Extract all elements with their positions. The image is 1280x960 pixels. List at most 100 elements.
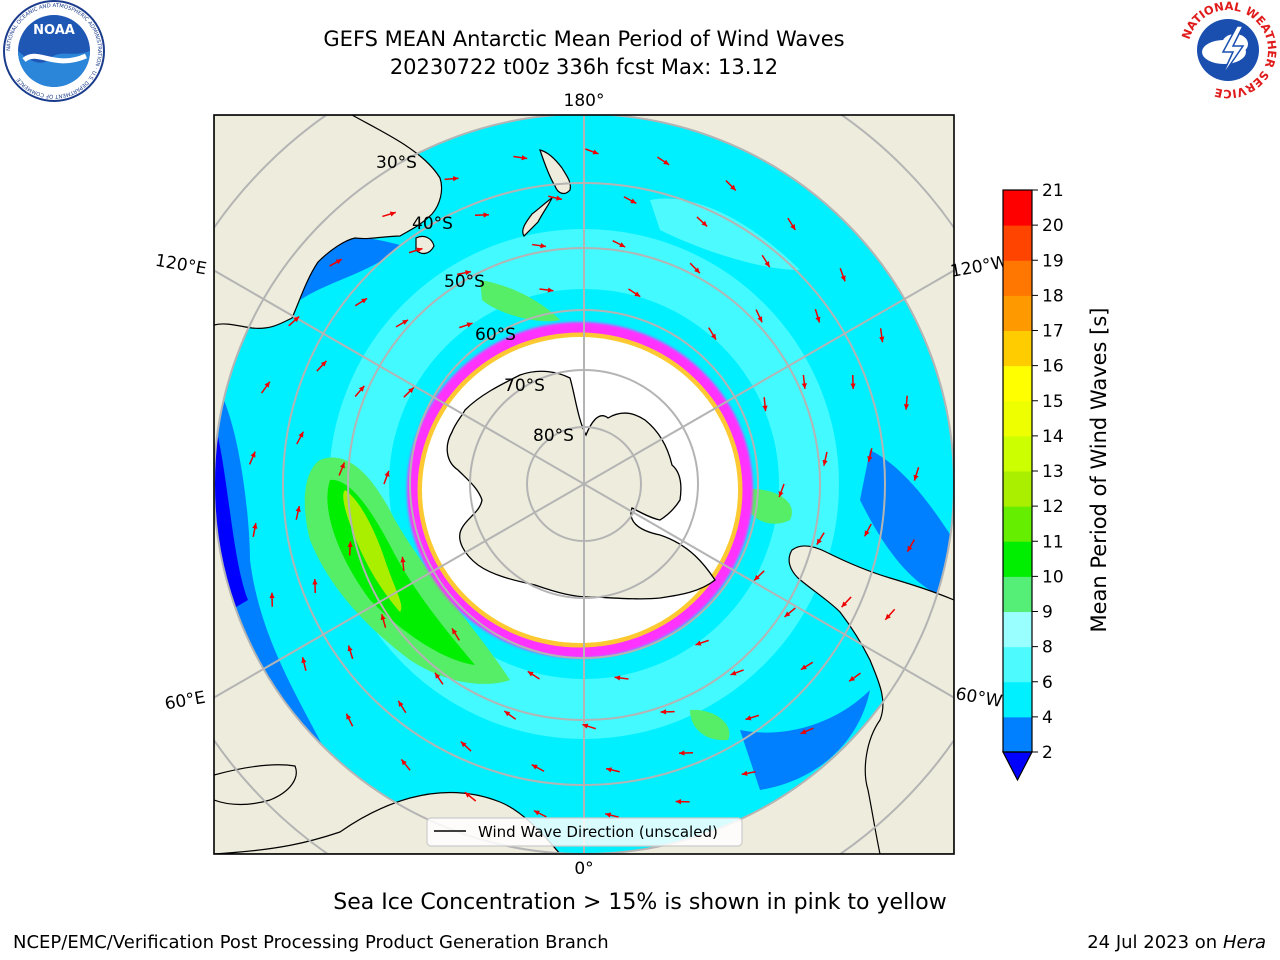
- colorbar-segment: [1003, 681, 1032, 718]
- wave-arrow-head: [850, 383, 856, 389]
- footer-machine: Hera: [1222, 932, 1266, 953]
- sea-ice-note: Sea Ice Concentration > 15% is shown in …: [333, 890, 947, 915]
- wave-arrow-head: [605, 812, 612, 818]
- colorbar-tick-label: 8: [1042, 638, 1053, 658]
- colorbar-tick-label: 20: [1042, 216, 1064, 236]
- wave-arrow-head: [527, 671, 534, 677]
- wave-arrow-head: [533, 810, 540, 816]
- wave-arrow-head: [460, 741, 467, 748]
- wave-arrow-head: [320, 360, 327, 367]
- wave-arrow-head: [754, 574, 760, 581]
- colorbar-tick-label: 19: [1042, 251, 1064, 271]
- wave-arrow-head: [466, 322, 473, 328]
- wave-arrow-head: [903, 404, 910, 410]
- new-zealand: [522, 149, 571, 237]
- wave-arrow-head: [264, 381, 270, 388]
- footer-date-text: 24 Jul 2023 on: [1087, 932, 1223, 953]
- wave-arrow-head: [295, 506, 301, 512]
- wave-arrow-head: [556, 195, 562, 201]
- short-period-region-south: [740, 690, 870, 790]
- lon-label-0: 0°: [574, 859, 593, 879]
- lat-label-40s: 40°S: [412, 214, 453, 234]
- wave-arrow-head: [582, 723, 589, 729]
- map-panel: [214, 115, 954, 854]
- wave-arrow-head: [913, 474, 919, 481]
- lon-label-120w: 120°W: [949, 252, 1010, 282]
- longitude-labels: 180° 120°E 120°W 60°E 60°W 0°: [154, 91, 1010, 879]
- wave-arrow-head: [252, 523, 258, 529]
- colorbar-tick-label: 13: [1042, 462, 1064, 482]
- wave-arrow-head: [452, 176, 459, 182]
- graticule: [214, 115, 954, 854]
- wave-arrow-head: [465, 270, 471, 276]
- lon-label-180: 180°: [564, 91, 605, 111]
- noaa-logo: NATIONAL OCEANIC AND ATMOSPHERIC ADMINIS…: [3, 0, 105, 102]
- wave-arrow-head: [347, 645, 353, 652]
- chart-subtitle: 20230722 t00z 336h fcst Max: 13.12: [389, 55, 779, 79]
- wave-arrow-head: [660, 709, 667, 715]
- wave-arrow-head: [614, 675, 621, 681]
- wave-arrow-head: [675, 799, 682, 805]
- colorbar-tick-label: 12: [1042, 497, 1064, 517]
- sea-ice-high-concentration: [417, 332, 743, 648]
- nws-logo: NATIONAL WEATHER SERVICE: [1179, 0, 1279, 100]
- wave-arrow-head: [663, 159, 670, 165]
- wave-arrow-head: [619, 242, 626, 247]
- wave-arrow-head: [710, 333, 716, 340]
- wave-arrow-head: [757, 316, 763, 323]
- footer-date: 24 Jul 2023 on Hera: [1087, 932, 1266, 953]
- wave-arrow-head: [694, 267, 700, 274]
- wind-wave-direction-arrows: [248, 148, 920, 818]
- colorbar-segment: [1003, 190, 1032, 226]
- colorbar: 2 4 6 8 9 10 11 12 13 14 15 16 17 18 19 20 21: [1002, 181, 1064, 782]
- wave-arrow-head: [634, 291, 641, 297]
- wave-arrow-head: [312, 579, 318, 585]
- longest-period-core: [343, 490, 402, 612]
- wave-arrow-head: [816, 538, 822, 545]
- wave-arrow-head: [504, 710, 511, 717]
- colorbar-segment: [1003, 646, 1032, 683]
- colorbar-segment: [1003, 611, 1032, 648]
- colorbar-segment: [1003, 506, 1032, 542]
- period-region-ne: [650, 198, 800, 270]
- wave-arrow-head: [741, 770, 748, 776]
- wave-arrow-head: [540, 243, 546, 249]
- map-frame: [213, 114, 955, 855]
- wave-arrow-head: [841, 601, 848, 608]
- lon-label-120e: 120°E: [154, 251, 208, 280]
- wave-arrow-head: [606, 767, 612, 773]
- wave-arrow-head: [592, 149, 599, 155]
- wave-arrow-head: [301, 657, 307, 664]
- colorbar-segment: [1003, 716, 1032, 753]
- colorbar-segment: [1003, 260, 1032, 296]
- colorbar-segment: [1003, 330, 1032, 367]
- colorbar-tick-label: 21: [1042, 181, 1064, 201]
- wave-arrow-head: [745, 715, 752, 721]
- wave-arrow-head: [389, 211, 396, 217]
- latitude-labels: 30°S 40°S 50°S 60°S 70°S 80°S: [376, 153, 574, 446]
- wave-arrow-head: [347, 541, 353, 548]
- wave-arrow-head: [730, 670, 737, 676]
- wave-arrow-head: [298, 431, 304, 438]
- wave-arrow-head: [800, 664, 807, 670]
- wave-arrow-head: [907, 545, 913, 552]
- colorbar-tick-label: 15: [1042, 392, 1064, 412]
- sea-ice-edge: [407, 322, 753, 658]
- wave-arrow-head: [401, 759, 407, 766]
- colorbar-tick-label: 6: [1042, 673, 1053, 693]
- wave-arrow-head: [864, 530, 870, 537]
- wave-arrow-head: [547, 287, 554, 293]
- colorbar-tick-label: 2: [1042, 743, 1053, 763]
- wave-arrow-head: [398, 700, 404, 707]
- wave-arrow-head: [630, 198, 637, 204]
- wave-arrow-head: [452, 628, 458, 635]
- short-period-region-east: [860, 450, 954, 600]
- colorbar-segment: [1003, 225, 1032, 261]
- wave-arrow-head: [822, 459, 828, 466]
- wave-arrow-head: [764, 261, 770, 268]
- map-legend: Wind Wave Direction (unscaled): [426, 817, 743, 847]
- wave-arrow-head: [521, 155, 528, 161]
- footer-organization: NCEP/EMC/Verification Post Processing Pr…: [13, 932, 609, 953]
- colorbar-tick-label: 16: [1042, 357, 1064, 377]
- colorbar-tick-label: 18: [1042, 286, 1064, 306]
